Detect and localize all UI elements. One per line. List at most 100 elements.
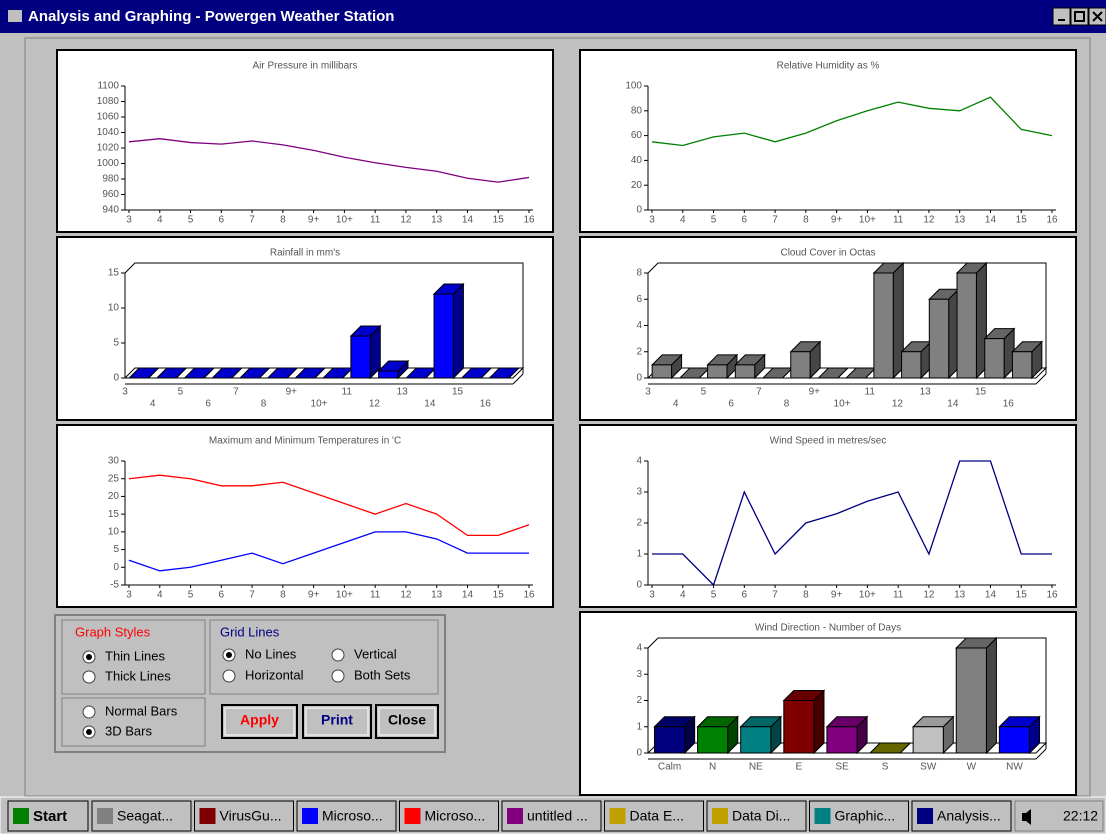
- line-series: [128, 531, 529, 572]
- restore-icon: [1074, 11, 1085, 22]
- radio-button[interactable]: [222, 669, 236, 683]
- y-tick-label: -5: [110, 580, 119, 591]
- radio-label[interactable]: Normal Bars: [105, 703, 178, 718]
- x-tick-label: 9+: [831, 590, 843, 601]
- y-tick-label: 960: [102, 189, 119, 200]
- x-tick-label: 4: [150, 399, 156, 410]
- bar: [739, 715, 783, 755]
- chart-title: Air Pressure in millibars: [252, 61, 357, 72]
- bar-front: [651, 364, 673, 379]
- bar: [127, 367, 160, 379]
- button-bevel: [224, 707, 295, 736]
- x-tick-label: 14: [985, 590, 997, 601]
- taskbar-icon: [199, 808, 216, 824]
- x-tick-label: 9+: [308, 215, 320, 226]
- button[interactable]: [375, 704, 439, 739]
- x-tick-label: 5: [178, 387, 184, 398]
- bar: [653, 715, 696, 755]
- button-label[interactable]: Close: [388, 712, 426, 728]
- y-tick-label: 1100: [97, 81, 119, 92]
- radio-label[interactable]: No Lines: [245, 646, 297, 661]
- bar-front: [707, 364, 728, 379]
- x-tick-label: 7: [233, 387, 239, 398]
- x-tick-label: 13: [954, 215, 966, 226]
- bar-top: [868, 742, 912, 754]
- bar: [955, 261, 988, 380]
- y-tick-label: 15: [108, 509, 120, 520]
- radio-label[interactable]: Both Sets: [354, 667, 411, 682]
- x-tick-label: 6: [728, 399, 734, 410]
- bar: [238, 367, 271, 379]
- bar-top: [488, 367, 521, 379]
- x-tick-label: 10+: [859, 215, 876, 226]
- y-tick-label: 30: [108, 456, 120, 467]
- taskbar-label[interactable]: VirusGu...: [220, 808, 282, 824]
- bar-front: [734, 364, 756, 379]
- taskbar-label[interactable]: Data E...: [630, 808, 684, 824]
- bar-top: [817, 367, 850, 379]
- chart-title: Relative Humidity as %: [777, 61, 880, 72]
- y-tick-label: 0: [113, 373, 119, 384]
- bar-front: [697, 726, 729, 754]
- x-tick-label: 8: [261, 399, 267, 410]
- window-buttons[interactable]: [1052, 7, 1106, 26]
- taskbar-label[interactable]: Microso...: [322, 808, 383, 824]
- y-tick-label: 940: [102, 205, 119, 216]
- minimize-button[interactable]: [1052, 7, 1071, 26]
- bar: [460, 367, 493, 379]
- y-tick-label: 1000: [97, 158, 120, 169]
- x-tick-label: 8: [784, 399, 790, 410]
- x-tick-label: S: [882, 762, 889, 773]
- x-tick-label: 16: [480, 399, 492, 410]
- x-tick-label: 9+: [809, 387, 821, 398]
- radio-label[interactable]: Vertical: [354, 646, 397, 661]
- y-tick-label: 1080: [97, 96, 120, 107]
- button-label[interactable]: Apply: [240, 712, 279, 728]
- bar: [998, 715, 1041, 755]
- x-tick-label: 13: [431, 590, 443, 601]
- radio-label[interactable]: Thick Lines: [105, 668, 171, 683]
- y-tick-label: 40: [631, 155, 643, 166]
- x-tick-label: 3: [126, 215, 132, 226]
- radio-label[interactable]: Thin Lines: [105, 648, 165, 663]
- floor-side: [1035, 748, 1047, 760]
- button[interactable]: [302, 704, 372, 739]
- x-tick-label: 16: [523, 215, 535, 226]
- x-tick-label: 12: [923, 215, 935, 226]
- y-tick-label: 6: [636, 294, 642, 305]
- x-tick-label: NE: [749, 762, 763, 773]
- taskbar-label[interactable]: Graphic...: [835, 808, 896, 824]
- bar-side: [985, 636, 997, 755]
- bar-front: [826, 726, 858, 754]
- taskbar-label[interactable]: Seagat...: [117, 808, 173, 824]
- restore-button[interactable]: [1070, 7, 1089, 26]
- x-tick-label: 14: [985, 215, 997, 226]
- chart-panel: [579, 236, 1077, 421]
- taskbar-label[interactable]: Microso...: [425, 808, 486, 824]
- bar-side: [813, 689, 825, 755]
- radio-label[interactable]: Horizontal: [245, 667, 304, 682]
- bar-top: [211, 367, 243, 379]
- x-tick-label: 15: [975, 387, 987, 398]
- radio-button[interactable]: [82, 670, 96, 684]
- floor-side: [512, 373, 524, 385]
- radio-button[interactable]: [331, 669, 345, 683]
- button[interactable]: [221, 704, 298, 739]
- x-tick-label: 5: [188, 590, 194, 601]
- x-tick-label: 13: [954, 590, 966, 601]
- clock: 22:12: [1063, 808, 1098, 824]
- bar: [983, 327, 1016, 380]
- radio-button[interactable]: [331, 648, 345, 662]
- radio-label[interactable]: 3D Bars: [105, 723, 152, 738]
- start-label[interactable]: Start: [33, 808, 67, 825]
- taskbar-label[interactable]: untitled ...: [527, 808, 588, 824]
- x-tick-label: 8: [280, 215, 286, 226]
- y-tick-label: 10: [108, 526, 120, 537]
- button-label[interactable]: Print: [321, 712, 353, 728]
- bar-front: [928, 298, 950, 379]
- taskbar-label[interactable]: Analysis...: [937, 808, 1001, 824]
- back-wall: [647, 637, 1047, 753]
- taskbar-label[interactable]: Data Di...: [732, 808, 790, 824]
- radio-button[interactable]: [82, 705, 96, 719]
